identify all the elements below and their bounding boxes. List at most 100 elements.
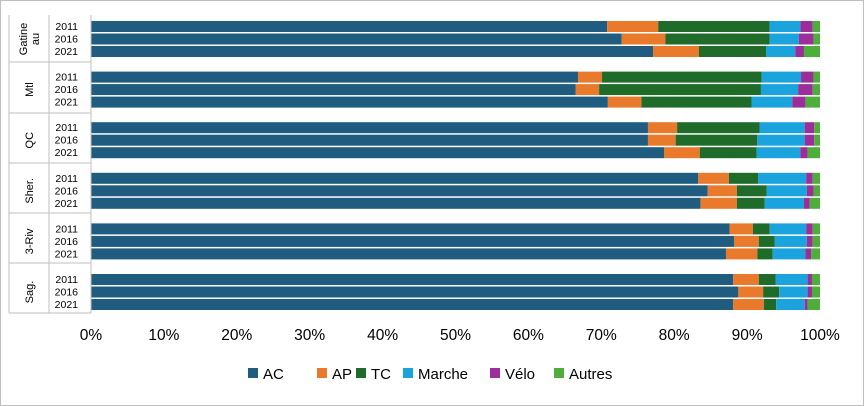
bar-segment-ac (91, 248, 726, 260)
bar-segment-tc (658, 21, 770, 32)
bar-segment-velo (807, 274, 812, 285)
legend-label: Vélo (505, 366, 535, 383)
bar-segment-marche (769, 21, 801, 32)
bar-segment-ap (647, 122, 678, 134)
year-label: 2021 (55, 248, 79, 260)
bar-segment-autres (812, 223, 820, 235)
bar-segment-velo (792, 96, 806, 108)
group-label-line: Mtl (24, 82, 36, 97)
bar-segment-autres (814, 134, 820, 146)
year-label: 2011 (55, 223, 78, 235)
bar-segment-ac (91, 33, 622, 45)
bar-segment-velo (795, 46, 804, 57)
bar-segment-ac (91, 286, 739, 298)
bar-segment-velo (806, 235, 813, 247)
bar-segment-velo (806, 172, 813, 184)
bar-segment-autres (814, 122, 820, 134)
bars-layer (91, 21, 820, 310)
year-label: 2016 (55, 135, 79, 147)
legend-swatch (403, 368, 413, 378)
bar-segment-ac (91, 274, 734, 285)
year-label: 2016 (55, 34, 79, 46)
legend-label: AC (263, 366, 284, 383)
bar-segment-autres (811, 274, 820, 285)
bar-segment-velo (798, 84, 813, 96)
bar-segment-marche (757, 134, 805, 146)
bar-segment-velo (805, 248, 812, 260)
bar-segment-marche (758, 172, 807, 184)
x-tick-label: 90% (732, 327, 763, 344)
group-label: Mtl (24, 82, 36, 97)
year-label: 2011 (55, 21, 78, 33)
group-label-line: Gatine (18, 23, 30, 55)
year-label: 2021 (55, 147, 79, 159)
year-label: 2016 (55, 185, 79, 197)
bar-segment-velo (801, 71, 814, 83)
group-label-line: Sag. (24, 281, 36, 304)
bar-segment-autres (809, 197, 820, 209)
legend-label: TC (371, 366, 391, 383)
group-label: 3-Riv (24, 228, 36, 254)
bar-segment-ap (577, 71, 603, 83)
bar-segment-marche (751, 96, 793, 108)
group-label: QC (24, 132, 36, 149)
bar-segment-ac (91, 46, 654, 57)
bar-segment-tc (757, 248, 773, 260)
bar-segment-marche (779, 286, 808, 298)
legend-swatch (356, 368, 366, 378)
bar-segment-tc (728, 172, 759, 184)
bar-segment-ap (738, 286, 764, 298)
bar-segment-tc (675, 134, 758, 146)
bar-segment-autres (812, 84, 820, 96)
bar-segment-marche (759, 122, 805, 134)
bar-segment-marche (766, 185, 807, 197)
bar-segment-ap (733, 299, 764, 310)
year-label: 2011 (55, 274, 78, 286)
bar-segment-marche (776, 299, 805, 310)
group-label: Sher. (24, 178, 36, 204)
bar-segment-velo (798, 33, 814, 45)
year-label: 2016 (55, 236, 79, 248)
bar-segment-ac (91, 172, 699, 184)
bar-segment-tc (736, 185, 767, 197)
bar-segment-tc (736, 197, 765, 209)
x-tick-label: 70% (586, 327, 617, 344)
group-label-line: Sher. (24, 178, 36, 204)
bar-segment-ap (621, 33, 666, 45)
bar-segment-autres (807, 299, 820, 310)
legend-label: AP (332, 366, 352, 383)
bar-segment-ap (698, 172, 729, 184)
bar-segment-autres (811, 248, 820, 260)
bar-segment-ac (91, 235, 734, 247)
bar-segment-autres (807, 147, 820, 159)
bar-segment-tc (602, 71, 762, 83)
legend-swatch (554, 368, 564, 378)
bar-segment-marche (772, 248, 806, 260)
bar-segment-velo (803, 197, 810, 209)
group-label-line: QC (24, 132, 36, 149)
bar-segment-ap (607, 96, 642, 108)
year-label: 2016 (55, 84, 79, 96)
x-tick-label: 40% (367, 327, 398, 344)
bar-segment-tc (699, 147, 757, 159)
x-tick-label: 50% (440, 327, 471, 344)
year-label: 2011 (55, 173, 78, 185)
group-label: Sag. (24, 281, 36, 304)
x-tick-label: 80% (659, 327, 690, 344)
bar-segment-tc (698, 46, 767, 57)
x-tick-label: 60% (513, 327, 544, 344)
x-tick-label: 100% (800, 327, 840, 344)
bar-segment-autres (805, 96, 820, 108)
bar-segment-ac (91, 71, 578, 83)
bar-segment-ap (647, 134, 676, 146)
x-axis: 0% 10% 20% 30% 40% 50% 60% 70% 80% 90% 100% (80, 15, 840, 344)
bar-segment-marche (769, 33, 799, 45)
bar-segment-ap (707, 185, 737, 197)
bar-segment-autres (813, 33, 820, 45)
year-label: 2011 (55, 122, 78, 134)
bar-segment-tc (763, 299, 777, 310)
bar-segment-velo (800, 147, 808, 159)
bar-segment-marche (756, 147, 801, 159)
bar-segment-autres (811, 286, 820, 298)
